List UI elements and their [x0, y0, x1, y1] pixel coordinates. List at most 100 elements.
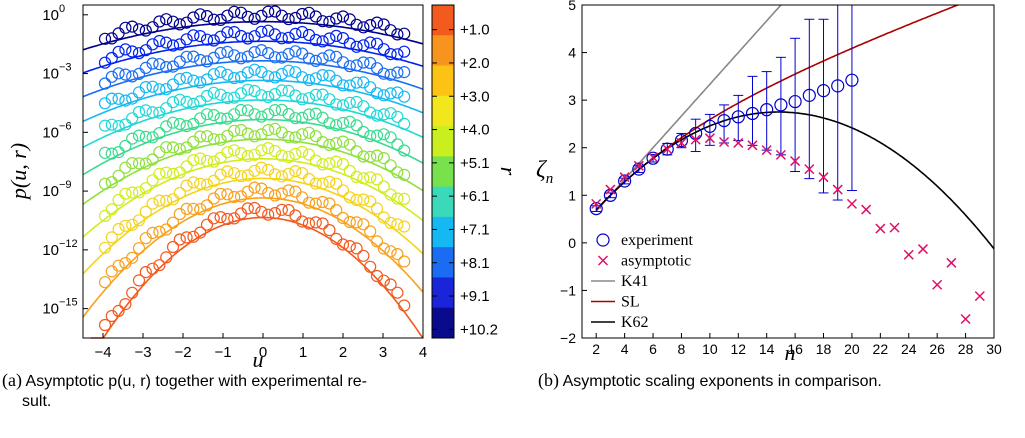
asymptotic-point	[846, 198, 857, 209]
pdf-data-point	[98, 177, 112, 190]
pdf-data-point	[343, 96, 356, 109]
colorbar-band	[432, 5, 454, 36]
pdf-data-point	[309, 33, 322, 47]
pdf-data-point	[268, 87, 282, 101]
pdf-data-point	[384, 87, 397, 100]
panel-a-pdf-chart: +1.0 +2.0 +3.0 +4.0 +5.1 +6.1 +7.1 +8.1 +9.1 +10.…	[6, 3, 521, 372]
pdf-data-point	[166, 240, 180, 254]
pdf-data-point	[370, 129, 384, 142]
pdf-series-4	[82, 63, 424, 123]
pdf-data-point	[173, 186, 186, 200]
pdf-data-point	[207, 133, 220, 146]
pdf-data-point	[160, 194, 173, 207]
exponents-x-tick-label: 30	[986, 341, 1002, 357]
pdf-data-point	[160, 141, 173, 154]
pdf-data-point	[228, 144, 241, 157]
pdf-data-point	[316, 52, 329, 65]
pdf-data-point	[98, 209, 112, 222]
pdf-data-point	[166, 167, 180, 180]
pdf-data-point	[289, 147, 302, 161]
pdf-data-point	[214, 13, 227, 26]
pdf-data-point	[343, 191, 356, 204]
pdf-data-point	[126, 112, 139, 125]
experiment-point	[760, 103, 774, 117]
pdf-data-point	[105, 265, 118, 278]
pdf-data-point	[391, 286, 404, 299]
pdf-series-3	[82, 43, 424, 98]
pdf-data-point	[391, 166, 404, 179]
pdf-data-point	[330, 98, 343, 111]
pdf-data-point	[248, 201, 261, 215]
exponents-y-axis-label: ζn	[536, 157, 553, 187]
pdf-data-point	[357, 56, 370, 69]
pdf-data-point	[98, 146, 112, 159]
asymptotic-point	[974, 291, 985, 302]
pdf-data-point	[241, 185, 254, 198]
pdf-data-point	[370, 202, 384, 215]
pdf-data-point	[350, 216, 363, 229]
pdf-data-point	[234, 190, 248, 203]
pdf-data-point	[98, 318, 112, 332]
pdf-plot-area	[82, 5, 424, 339]
pdf-data-point	[234, 29, 248, 43]
pdf-y-tick-exponent: −6	[59, 120, 72, 132]
exponents-y-tick-label: 3	[568, 92, 576, 108]
pdf-data-point	[364, 130, 377, 143]
pdf-data-point	[241, 169, 254, 182]
pdf-data-point	[112, 169, 125, 182]
pdf-data-point	[343, 240, 356, 253]
pdf-data-point	[336, 79, 350, 92]
pdf-data-point	[336, 184, 350, 197]
pdf-data-point	[377, 242, 390, 255]
pdf-data-point	[398, 168, 411, 181]
pdf-data-point	[398, 27, 411, 40]
pdf-data-point	[214, 151, 227, 164]
pdf-data-point	[364, 171, 377, 184]
pdf-data-point	[241, 10, 254, 23]
pdf-data-point	[119, 139, 132, 152]
pdf-data-point	[166, 193, 180, 206]
pdf-data-point	[282, 184, 295, 197]
pdf-data-point	[370, 109, 384, 122]
colorbar-tick-label: +6.1	[460, 188, 490, 205]
pdf-data-point	[377, 18, 390, 31]
pdf-data-point	[139, 205, 152, 218]
asymptotic-point	[591, 198, 602, 209]
pdf-data-point	[357, 21, 370, 34]
colorbar-tick-label: +5.1	[460, 155, 490, 172]
pdf-curve	[82, 60, 424, 98]
pdf-data-point	[350, 59, 363, 72]
pdf-data-point	[126, 70, 139, 83]
colorbar-band	[432, 35, 454, 67]
pdf-data-point	[302, 196, 316, 209]
pdf-data-point	[234, 170, 248, 183]
pdf-data-point	[132, 274, 146, 287]
caption-b: (b) Asymptotic scaling exponents in comp…	[538, 370, 1025, 392]
pdf-data-point	[350, 170, 363, 183]
exponents-x-tick-label: 4	[621, 341, 629, 357]
pdf-data-point	[214, 65, 227, 79]
pdf-data-point	[119, 219, 132, 232]
asymptotic-point	[875, 223, 886, 234]
pdf-data-point	[126, 218, 139, 231]
pdf-data-point	[153, 15, 166, 28]
pdf-data-point	[180, 231, 193, 244]
pdf-data-point	[268, 103, 282, 117]
pdf-x-tick-label: −1	[214, 344, 231, 361]
pdf-data-point	[255, 182, 268, 195]
pdf-data-point	[221, 112, 234, 125]
pdf-data-point	[221, 26, 234, 39]
pdf-data-point	[248, 130, 261, 143]
pdf-data-point	[214, 168, 227, 181]
pdf-data-point	[146, 80, 159, 93]
pdf-data-point	[384, 245, 397, 258]
exponents-legend: experiment asymptotic K41 SL K62	[591, 232, 694, 331]
experiment-point	[674, 133, 689, 148]
pdf-data-point	[180, 119, 193, 133]
pdf-data-point	[262, 90, 275, 104]
pdf-data-point	[275, 103, 288, 116]
pdf-data-point	[200, 108, 214, 121]
pdf-data-point	[364, 81, 377, 94]
pdf-data-point	[221, 9, 234, 22]
pdf-data-point	[268, 122, 282, 135]
